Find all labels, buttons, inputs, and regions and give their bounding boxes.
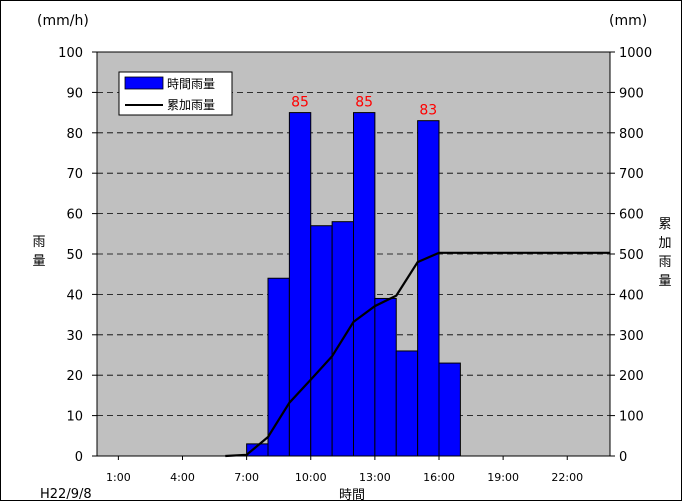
left-tick-label: 60 — [66, 208, 83, 223]
left-tick-label: 100 — [58, 46, 83, 61]
right-axis-ticks: 0 100 200 300 400 500 600 700 800 900 1000 — [610, 46, 652, 465]
x-tick-label: 19:00 — [487, 471, 519, 484]
right-axis-label: 累加雨量 — [658, 217, 671, 289]
x-tick-label: 4:00 — [170, 471, 195, 484]
rainfall-bar — [374, 297, 397, 457]
legend-bar-label: 時間雨量 — [167, 77, 215, 91]
x-axis-ticks: 1:00 4:00 7:00 10:00 13:00 16:00 19:00 22:00 — [106, 456, 583, 484]
rainfall-bar — [438, 362, 461, 457]
x-tick-label: 1:00 — [106, 471, 131, 484]
right-tick-label: 0 — [619, 450, 627, 465]
legend: 時間雨量 累加雨量 — [118, 71, 233, 116]
x-tick-label: 22:00 — [551, 471, 583, 484]
left-tick-label: 40 — [66, 288, 83, 303]
left-axis-unit: (mm/h) — [37, 13, 89, 29]
cumulative-rainfall-line — [225, 251, 610, 458]
peak-value-label: 83 — [419, 103, 437, 119]
right-tick-label: 300 — [619, 329, 644, 344]
rainfall-bar — [267, 277, 290, 457]
right-tick-label: 900 — [619, 86, 644, 101]
peak-annotations: 85 85 83 — [291, 95, 437, 119]
cumulative-rainfall-line-group — [225, 251, 610, 458]
left-tick-label: 80 — [66, 127, 83, 142]
right-tick-label: 100 — [619, 410, 644, 425]
right-tick-label: 800 — [619, 127, 644, 142]
x-tick-label: 13:00 — [359, 471, 391, 484]
left-tick-label: 20 — [66, 369, 83, 384]
left-axis-ticks: 0 10 20 30 40 50 60 70 80 90 100 — [58, 46, 97, 465]
rainfall-bar — [353, 112, 376, 457]
legend-bar-swatch — [124, 76, 164, 90]
rainfall-bar — [310, 225, 333, 457]
x-tick-label: 7:00 — [234, 471, 259, 484]
right-axis-unit: (mm) — [609, 13, 647, 29]
date-label: H22/9/8 — [40, 487, 92, 502]
x-axis-label: 時間 — [339, 488, 365, 503]
legend-line-label: 累加雨量 — [167, 98, 215, 112]
x-tick-label: 10:00 — [295, 471, 327, 484]
right-tick-label: 400 — [619, 288, 644, 303]
left-tick-label: 90 — [66, 86, 83, 101]
right-tick-label: 500 — [619, 248, 644, 263]
right-tick-label: 200 — [619, 369, 644, 384]
hourly-rainfall-bars — [246, 112, 461, 457]
left-tick-label: 30 — [66, 329, 83, 344]
left-axis-label: 雨量 — [32, 235, 45, 269]
right-tick-label: 700 — [619, 167, 644, 182]
right-tick-label: 1000 — [619, 46, 652, 61]
left-tick-label: 70 — [66, 167, 83, 182]
right-tick-label: 600 — [619, 208, 644, 223]
rainfall-bar — [395, 350, 419, 457]
left-tick-label: 0 — [75, 450, 83, 465]
peak-value-label: 85 — [291, 95, 309, 111]
rainfall-bar — [417, 120, 440, 457]
peak-value-label: 85 — [355, 95, 373, 111]
x-tick-label: 16:00 — [423, 471, 455, 484]
left-tick-label: 10 — [66, 410, 83, 425]
left-tick-label: 50 — [66, 248, 83, 263]
rainfall-bar — [288, 112, 312, 457]
